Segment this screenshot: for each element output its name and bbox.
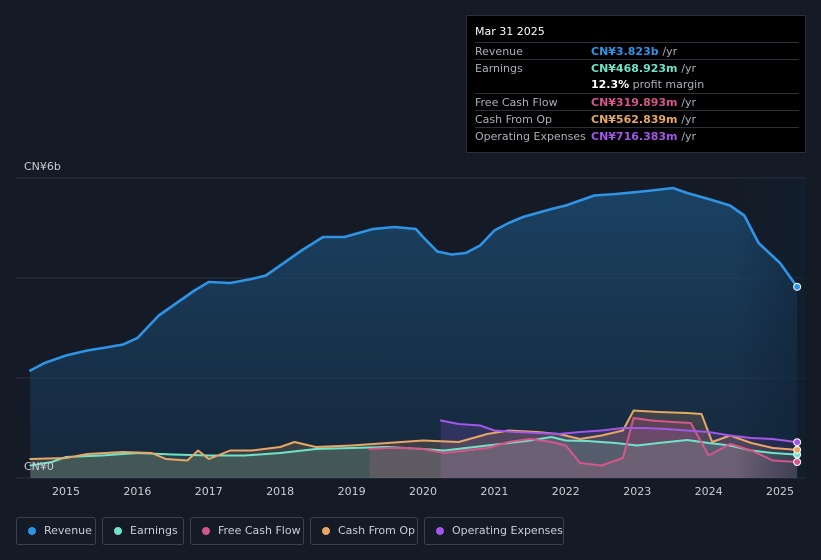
- earnings-area: [30, 437, 798, 478]
- tooltip-value: CN¥468.923m /yr: [591, 62, 696, 75]
- legend-item-free-cash-flow[interactable]: Free Cash Flow: [190, 517, 304, 545]
- profit-margin-label: profit margin: [632, 78, 705, 91]
- legend-item-revenue[interactable]: Revenue: [16, 517, 96, 545]
- x-tick-label: 2021: [480, 485, 508, 498]
- area-layer: [30, 188, 798, 478]
- cash-from-op-dot-icon: [322, 527, 330, 535]
- x-tick-label: 2025: [766, 485, 794, 498]
- x-tick-label: 2015: [52, 485, 80, 498]
- profit-margin-value: 12.3%: [591, 78, 630, 91]
- legend-label: Cash From Op: [338, 524, 416, 537]
- tooltip-value-text: CN¥319.893m: [591, 96, 678, 109]
- tooltip-profit-margin: 12.3% profit margin: [591, 78, 704, 91]
- revenue-dot-icon: [28, 527, 36, 535]
- tooltip-row-free-cash-flow: Free Cash Flow CN¥319.893m /yr: [475, 93, 799, 111]
- legend-label: Earnings: [130, 524, 178, 537]
- tooltip-value: CN¥3.823b /yr: [591, 45, 677, 58]
- free-cash-flow-line: [368, 417, 799, 467]
- tooltip-row-earnings: Earnings CN¥468.923m /yr: [475, 59, 799, 77]
- legend-item-earnings[interactable]: Earnings: [102, 517, 184, 545]
- x-tick-label: 2017: [195, 485, 223, 498]
- cash-from-op-line: [29, 409, 799, 462]
- x-tick-label: 2020: [409, 485, 437, 498]
- legend-item-operating-expenses[interactable]: Operating Expenses: [424, 517, 564, 545]
- tooltip-row-cash-from-op: Cash From Op CN¥562.839m /yr: [475, 110, 799, 128]
- free-cash-flow-dot-icon: [202, 527, 210, 535]
- x-tick-label: 2018: [266, 485, 294, 498]
- x-tick-label: 2023: [623, 485, 651, 498]
- tooltip-unit: /yr: [681, 113, 697, 126]
- tooltip-value: CN¥716.383m /yr: [591, 130, 696, 143]
- tooltip-label: Revenue: [475, 45, 523, 58]
- recent-period-shade: [735, 178, 805, 478]
- x-tick-label: 2019: [338, 485, 366, 498]
- free-cash-flow-area: [369, 418, 798, 478]
- legend-label: Operating Expenses: [452, 524, 563, 537]
- cash-from-op-area: [30, 410, 798, 478]
- legend-label: Revenue: [44, 524, 92, 537]
- earnings-line: [29, 436, 799, 467]
- x-tick-label: 2022: [552, 485, 580, 498]
- revenue-area: [30, 188, 798, 478]
- free-cash-flow-end-point: [793, 458, 802, 466]
- tooltip-value-text: CN¥468.923m: [591, 62, 678, 75]
- tooltip-value-text: CN¥562.839m: [591, 113, 678, 126]
- x-tick-label: 2024: [695, 485, 723, 498]
- x-tick-label: 2016: [123, 485, 151, 498]
- tooltip-unit: /yr: [662, 45, 678, 58]
- tooltip-value: CN¥562.839m /yr: [591, 113, 696, 126]
- cash-from-op-end-point: [793, 445, 802, 454]
- tooltip-label: Cash From Op: [475, 113, 553, 126]
- tooltip-unit: /yr: [681, 96, 697, 109]
- operating-expenses-end-point: [793, 438, 802, 447]
- y-axis-max-label: CN¥6b: [24, 160, 61, 173]
- tooltip-value: CN¥319.893m /yr: [591, 96, 696, 109]
- tooltip-label: Earnings: [475, 62, 523, 75]
- line-layer: [29, 186, 802, 467]
- tooltip-unit: /yr: [681, 62, 697, 75]
- revenue-line: [29, 186, 799, 372]
- tooltip-value-text: CN¥3.823b: [591, 45, 659, 58]
- operating-expenses-line: [439, 419, 799, 444]
- earnings-dot-icon: [114, 527, 122, 535]
- legend-item-cash-from-op[interactable]: Cash From Op: [310, 517, 418, 545]
- operating-expenses-area: [440, 420, 798, 478]
- y-axis-min-label: CN¥0: [24, 460, 54, 473]
- revenue-end-point: [793, 282, 802, 291]
- data-tooltip: Mar 31 2025 Revenue CN¥3.823b /yr Earnin…: [466, 15, 806, 153]
- tooltip-value-text: CN¥716.383m: [591, 130, 678, 143]
- tooltip-unit: /yr: [681, 130, 697, 143]
- legend-label: Free Cash Flow: [218, 524, 301, 537]
- tooltip-label: Free Cash Flow: [475, 96, 558, 109]
- tooltip-row-revenue: Revenue CN¥3.823b /yr: [475, 42, 799, 60]
- tooltip-label: Operating Expenses: [475, 130, 586, 143]
- operating-expenses-dot-icon: [436, 527, 444, 535]
- axis-layer: CN¥6b CN¥0 2015 2016 2017 2018 2019 2020 2021 202…: [24, 160, 794, 498]
- tooltip-date: Mar 31 2025: [475, 25, 545, 38]
- tooltip-row-operating-expenses: Operating Expenses CN¥716.383m /yr: [475, 127, 799, 145]
